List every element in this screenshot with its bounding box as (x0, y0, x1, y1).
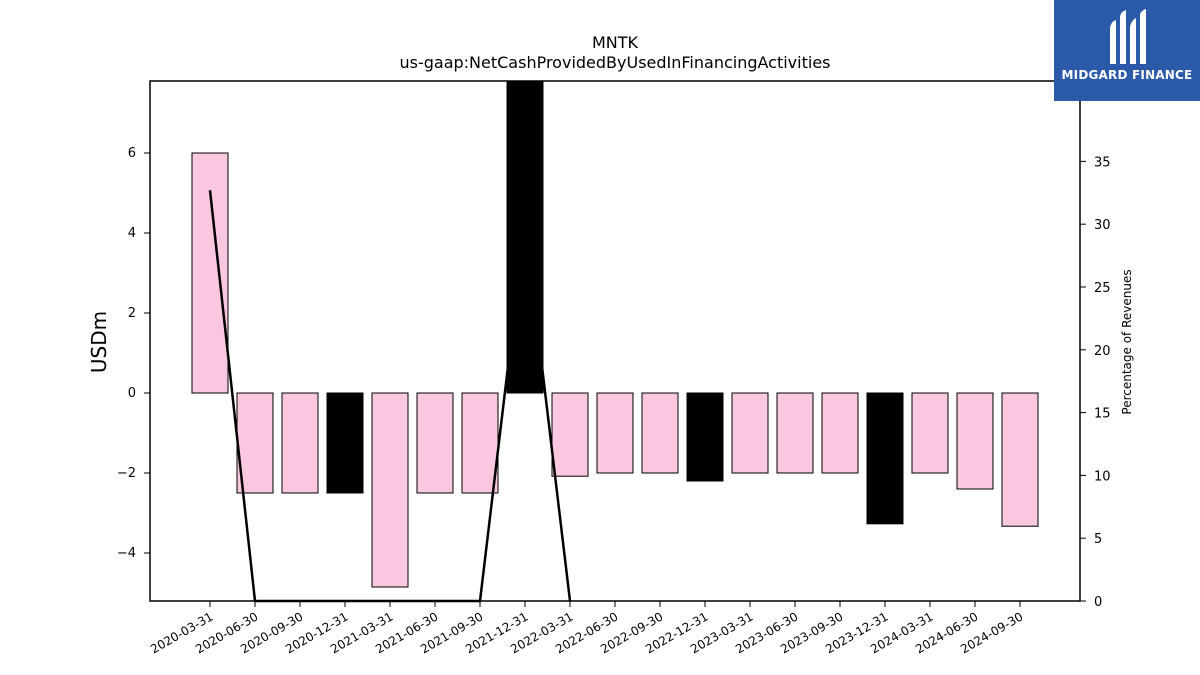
bar (641, 392, 679, 474)
bar (911, 392, 949, 474)
y-tick-label: −4 (117, 546, 136, 561)
y2-tick-label: 25 (1094, 281, 1111, 296)
y-tick-label: 6 (128, 146, 136, 161)
y2-tick-label: 0 (1094, 595, 1102, 610)
bar (956, 392, 994, 490)
bar (416, 392, 454, 494)
bar (731, 392, 769, 474)
chart-title: MNTK (592, 33, 639, 52)
y2-tick-label: 15 (1094, 407, 1111, 422)
plot-frame (149, 80, 1081, 602)
bar (686, 392, 724, 482)
bar (866, 392, 904, 525)
y-tick-label: −2 (117, 466, 136, 481)
chart-subtitle: us-gaap:NetCashProvidedByUsedInFinancing… (399, 53, 830, 72)
bar (596, 392, 634, 474)
y2-tick-label: 5 (1094, 532, 1102, 547)
y2-tick-label: 20 (1094, 344, 1111, 359)
y-axis-label: USDm (87, 311, 111, 373)
bar (821, 392, 859, 474)
bar (776, 392, 814, 474)
bar (326, 392, 364, 494)
y2-tick-label: 30 (1094, 218, 1111, 233)
y-tick-label: 4 (128, 226, 136, 241)
bar (191, 152, 229, 394)
logo-mark-icon (1110, 9, 1146, 64)
brand-logo: MIDGARD FINANCE (1054, 0, 1200, 101)
y2-tick-label: 35 (1094, 155, 1111, 170)
y2-tick-label: 10 (1094, 469, 1111, 484)
bars-group (191, 80, 1039, 588)
bar (506, 80, 544, 394)
bar (1001, 392, 1039, 527)
bar (236, 392, 274, 494)
logo-text: MIDGARD FINANCE (1061, 68, 1193, 82)
y-tick-label: 0 (128, 386, 136, 401)
bar (371, 392, 409, 588)
bar (551, 392, 589, 477)
y-tick-label: 2 (128, 306, 136, 321)
bar (281, 392, 319, 494)
bar (461, 392, 499, 494)
y2-axis-label: Percentage of Revenues (1120, 269, 1134, 414)
